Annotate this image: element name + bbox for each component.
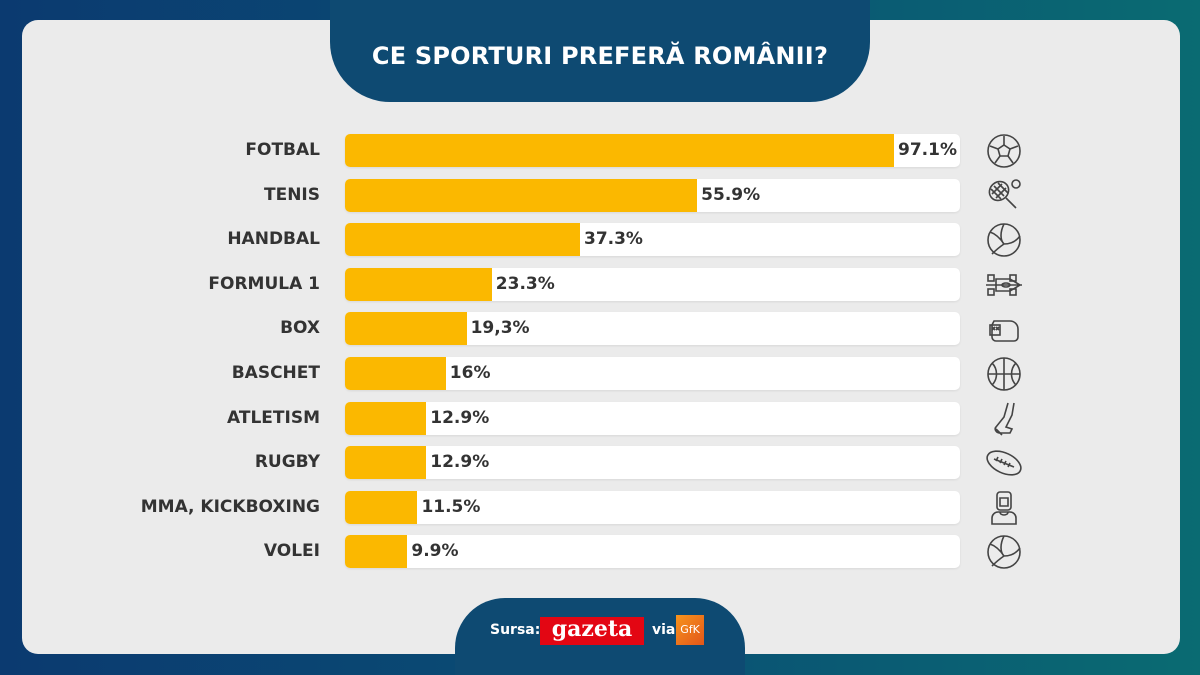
bar xyxy=(345,223,580,257)
bar xyxy=(345,134,894,167)
mma-fighter-icon xyxy=(984,488,1024,528)
category-label: FOTBAL xyxy=(245,140,320,160)
bar-row: TENIS 55.9% xyxy=(0,178,1200,212)
category-label: FORMULA 1 xyxy=(208,273,320,294)
bar-track xyxy=(345,134,960,167)
bar xyxy=(345,535,408,569)
bar-track xyxy=(345,178,960,212)
bar-track xyxy=(345,535,960,569)
value-label: 16% xyxy=(449,363,491,383)
bar-row: ATLETISM 12.9% xyxy=(0,401,1200,436)
value-label: 55.9% xyxy=(701,184,761,205)
chart-title: CE SPORTURI PREFERĂ ROMÂNII? xyxy=(371,42,829,70)
category-label: VOLEI xyxy=(263,541,320,562)
value-label: 19,3% xyxy=(470,318,530,339)
bar xyxy=(345,178,698,212)
category-label: MMA, KICKBOXING xyxy=(140,496,320,517)
value-label: 12.9% xyxy=(430,452,490,473)
gazeta-logo: gazeta xyxy=(540,617,644,645)
bar xyxy=(345,312,467,346)
bar-row: BOX 19,3% xyxy=(0,312,1200,346)
category-label: HANDBAL xyxy=(227,229,320,250)
via-label: via xyxy=(652,622,676,638)
bar xyxy=(345,446,427,480)
boxing-glove-icon xyxy=(984,309,1024,349)
bar-track xyxy=(345,312,960,346)
bar-row: RUGBY 12.9% xyxy=(0,446,1200,480)
value-label: 12.9% xyxy=(430,407,490,428)
bar-track xyxy=(345,357,960,390)
category-label: RUGBY xyxy=(254,452,320,473)
bar-row: BASCHET 16% xyxy=(0,357,1200,391)
gfk-logo: GfK xyxy=(676,615,704,645)
tennis-racket-icon xyxy=(984,176,1024,216)
bar-track xyxy=(345,267,960,301)
bar xyxy=(345,357,446,390)
bar-track xyxy=(345,446,960,480)
formula-1-car-icon xyxy=(984,265,1024,305)
bar xyxy=(345,267,492,301)
source-label: Sursa: xyxy=(490,622,541,638)
bar-track xyxy=(345,401,960,435)
soccer-ball-icon xyxy=(984,131,1024,171)
category-label: BASCHET xyxy=(231,363,320,383)
volleyball-icon xyxy=(984,532,1024,572)
bar-row: VOLEI 9.9% xyxy=(0,535,1200,570)
basketball-icon xyxy=(984,354,1024,394)
bar-row: FORMULA 1 23.3% xyxy=(0,267,1200,301)
category-label: ATLETISM xyxy=(227,407,320,428)
bar-track xyxy=(345,490,960,524)
running-leg-icon xyxy=(984,399,1024,439)
bar xyxy=(345,490,418,524)
bar xyxy=(345,401,427,435)
volleyball-icon xyxy=(984,220,1024,260)
bar-row: MMA, KICKBOXING 11.5% xyxy=(0,490,1200,525)
category-label: BOX xyxy=(280,318,320,339)
value-label: 37.3% xyxy=(583,229,643,250)
value-label: 23.3% xyxy=(495,273,555,294)
bar-track xyxy=(345,223,960,257)
value-label: 97.1% xyxy=(898,140,957,160)
bar-row: HANDBAL 37.3% xyxy=(0,223,1200,257)
rugby-ball-icon xyxy=(984,443,1024,483)
value-label: 11.5% xyxy=(421,496,481,517)
bar-row: FOTBAL 97.1% xyxy=(0,134,1200,168)
value-label: 9.9% xyxy=(411,541,459,562)
title-tab: CE SPORTURI PREFERĂ ROMÂNII? xyxy=(330,0,870,102)
category-label: TENIS xyxy=(263,184,320,205)
